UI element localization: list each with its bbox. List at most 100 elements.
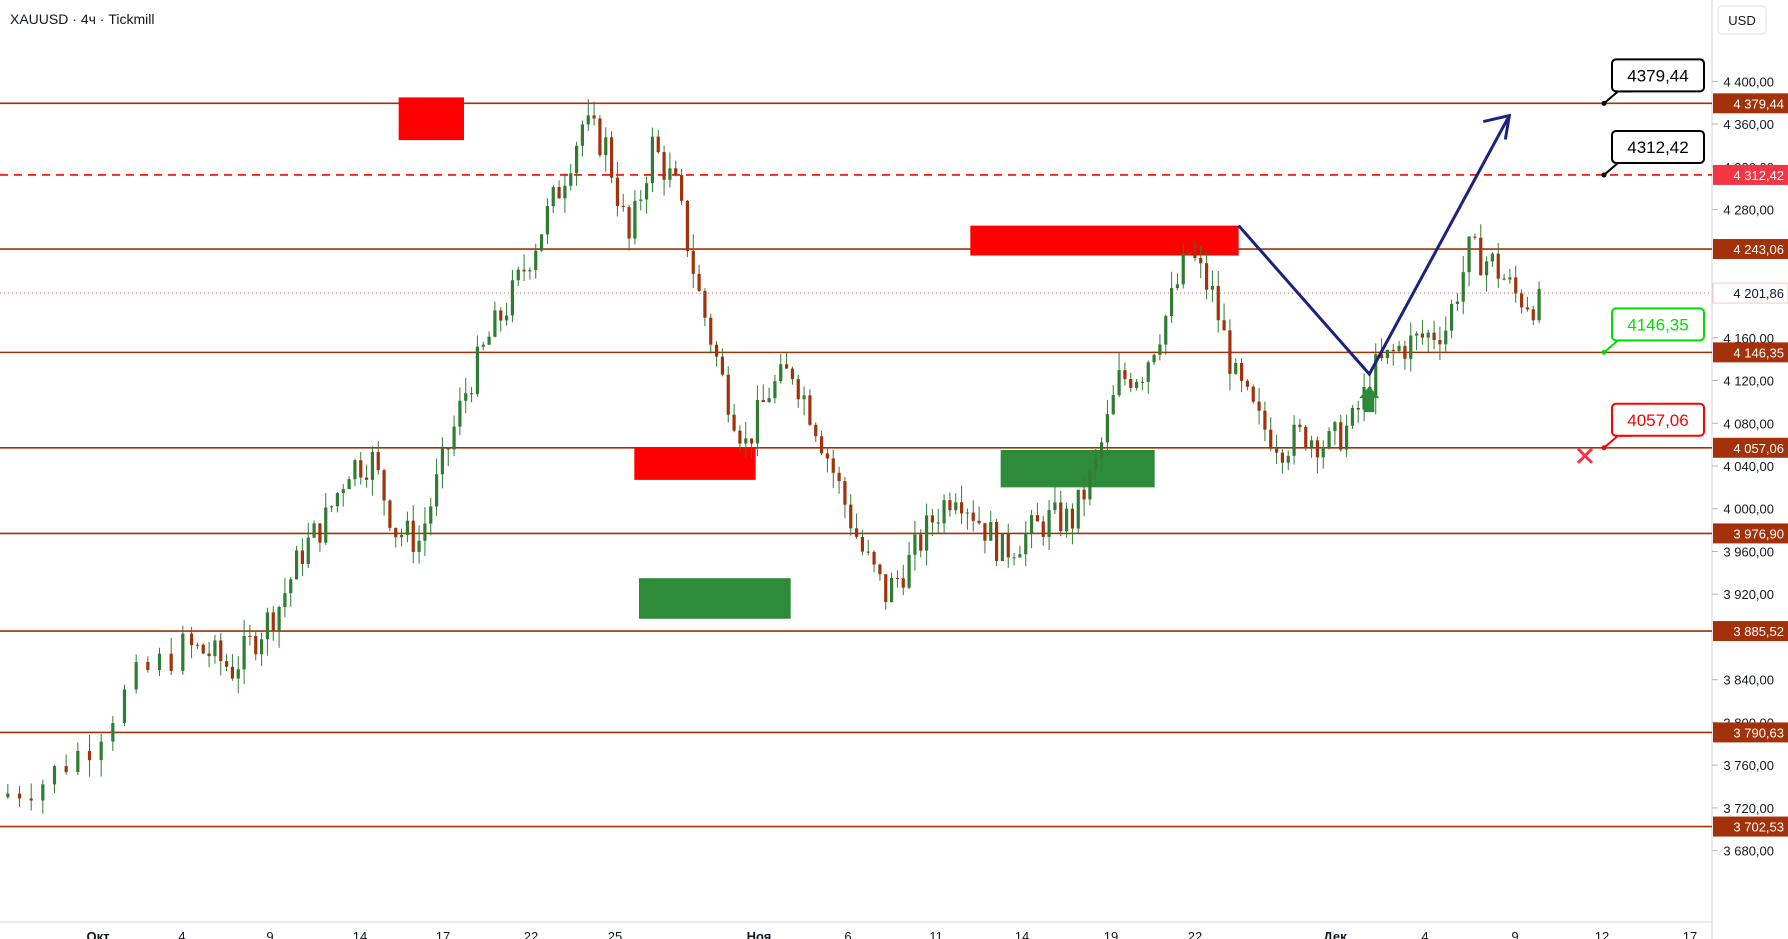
x-tick-label: 14 <box>1015 929 1029 939</box>
candle-body <box>1426 332 1430 338</box>
candle-body <box>1444 330 1448 345</box>
level-price-tag <box>1713 437 1788 458</box>
y-tick-label: 3 760,00 <box>1723 758 1774 773</box>
y-tick-label: 4 400,00 <box>1723 74 1774 89</box>
x-tick-label: Ноя <box>747 929 772 939</box>
candle-body <box>808 395 812 425</box>
candle-body <box>1123 370 1127 379</box>
candle-body <box>837 472 841 482</box>
candle-body <box>122 689 127 724</box>
candle-body <box>1059 502 1063 532</box>
candle-body <box>545 206 550 235</box>
y-tick-label: 4 120,00 <box>1723 374 1774 389</box>
target-callout-label: 4379,44 <box>1627 66 1688 85</box>
target2-callout-anchor <box>1601 172 1607 178</box>
target2-callout-box[interactable] <box>1611 129 1705 164</box>
header-interval: 4ч <box>81 11 96 27</box>
y-tick-label: 4 360,00 <box>1723 117 1774 132</box>
candle-body <box>1473 236 1477 238</box>
candle-body <box>889 578 894 603</box>
candle-body <box>1035 515 1040 522</box>
price-tags: 4 379,44 4 312,42 4 243,06 4 146,35 4 057,06… <box>1712 93 1788 837</box>
header-broker: Tickmill <box>108 11 154 27</box>
candle-body <box>306 537 310 565</box>
stop-cross-icon <box>1576 447 1594 464</box>
candle-body <box>248 635 252 637</box>
candle-body <box>1496 253 1500 279</box>
level-price-label: 4 312,42 <box>1733 168 1784 183</box>
candle-body <box>134 662 138 690</box>
candle-body <box>954 502 958 511</box>
candle-body <box>831 458 835 473</box>
candle-body <box>1385 349 1390 359</box>
candle-body <box>1484 261 1489 276</box>
level-price-tag <box>1713 722 1788 743</box>
candle-body <box>1076 489 1080 529</box>
currency-button[interactable]: USD <box>1717 5 1767 35</box>
resistance-zone[interactable] <box>970 225 1239 256</box>
candle-body <box>1169 288 1174 317</box>
candle-body <box>1146 362 1150 382</box>
candle-body <box>1064 508 1069 532</box>
candle-body <box>901 578 905 588</box>
candle-body <box>1356 407 1360 410</box>
forecast-path[interactable] <box>1237 114 1511 377</box>
candle-body <box>621 205 625 208</box>
candle-body <box>942 500 946 524</box>
target-callout-box[interactable] <box>1611 58 1705 93</box>
level-price-tag <box>1713 93 1788 114</box>
candle-body <box>534 250 538 271</box>
y-tick-label: 4 080,00 <box>1723 416 1774 431</box>
candle-body <box>99 741 103 761</box>
candle-body <box>1082 489 1086 500</box>
candle-body <box>749 438 754 444</box>
stop-callout-label: 4057,06 <box>1627 411 1688 430</box>
support-zone[interactable] <box>639 578 791 619</box>
candle-body <box>930 515 935 523</box>
buy-arrow-icon <box>1359 386 1380 413</box>
candle-body <box>1274 448 1279 453</box>
candle-body <box>399 534 404 538</box>
entry-callout-box[interactable] <box>1611 307 1705 342</box>
candle-body <box>1164 316 1168 345</box>
forecast <box>1237 113 1512 413</box>
candle-body <box>1420 333 1425 338</box>
candle-body <box>312 523 316 538</box>
stop-callout-anchor <box>1601 445 1607 451</box>
stop-callout-box[interactable] <box>1611 402 1705 437</box>
candle-body <box>965 512 970 514</box>
candle-body <box>1029 515 1034 534</box>
candle-body <box>819 436 824 454</box>
y-tick-label: 3 960,00 <box>1723 544 1774 559</box>
x-tick-label: 9 <box>1511 929 1518 939</box>
candle-body <box>1140 381 1145 383</box>
candle-body <box>181 633 185 671</box>
candle-body <box>691 250 695 274</box>
candle-body <box>1321 447 1325 458</box>
candle-body <box>1088 469 1092 500</box>
candle-body <box>213 640 217 657</box>
candle-body <box>277 607 281 631</box>
candle-body <box>994 522 999 561</box>
candle-body <box>878 564 882 575</box>
time-axis[interactable]: Окт 4 9 14 17 22 25 Ноя 6 11 14 19 22 Дек 4 9 12 17 <box>87 929 1698 939</box>
candle-body <box>1298 424 1302 428</box>
candle-body <box>294 550 299 580</box>
candle-body <box>1449 303 1454 331</box>
candle-body <box>1344 425 1349 450</box>
candle-body <box>983 523 987 541</box>
support-zone[interactable] <box>1000 449 1155 488</box>
resistance-zone[interactable] <box>634 447 756 480</box>
candle-body <box>977 520 981 524</box>
candle-body <box>604 137 608 156</box>
candle-body <box>364 477 369 480</box>
candle-body <box>335 493 340 507</box>
candle-body <box>860 536 865 552</box>
resistance-zone[interactable] <box>398 97 464 141</box>
candle-body <box>1514 277 1518 294</box>
candle-body <box>1018 554 1022 558</box>
level-price-tag <box>1713 523 1788 544</box>
level-price-label: 3 702,53 <box>1733 820 1784 835</box>
candle-body <box>709 317 713 345</box>
